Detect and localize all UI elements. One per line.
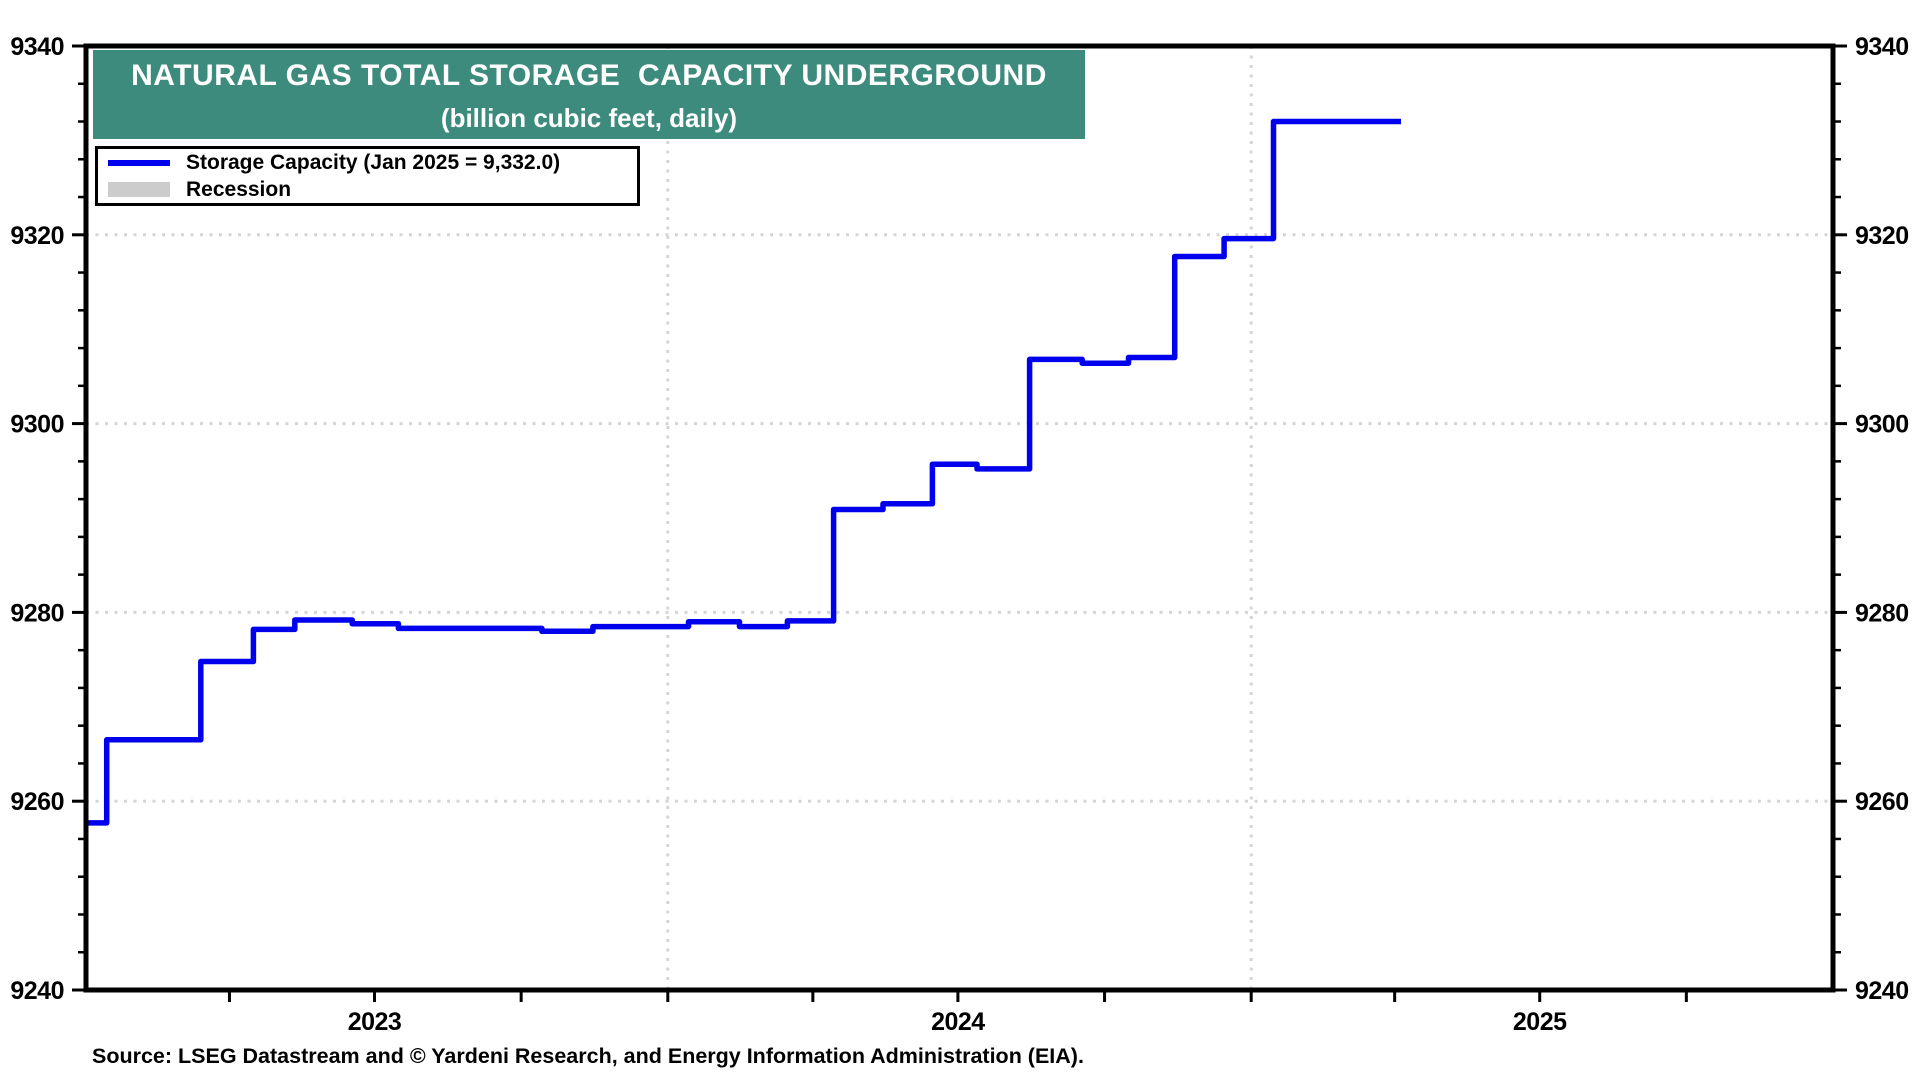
y-axis-label-left: 9280 <box>10 599 64 627</box>
legend-label-recession: Recession <box>186 177 292 201</box>
y-axis-label-right: 9340 <box>1855 33 1909 61</box>
storage-capacity-line-swatch <box>108 159 170 166</box>
y-axis-label-right: 9320 <box>1855 222 1909 250</box>
legend-swatch-wrap <box>108 159 178 166</box>
y-axis-label-right: 9240 <box>1855 977 1909 1005</box>
chart-title: NATURAL GAS TOTAL STORAGE CAPACITY UNDER… <box>131 58 1047 92</box>
y-axis-label-left: 9260 <box>10 788 64 816</box>
legend-item-recession: Recession <box>98 176 637 203</box>
plot-border <box>83 43 1836 993</box>
y-axis-label-right: 9260 <box>1855 788 1909 816</box>
x-axis-label-year: 2023 <box>348 1008 402 1036</box>
y-axis-label-right: 9300 <box>1855 411 1909 439</box>
y-axis-label-left: 9300 <box>10 411 64 439</box>
legend-item-storage-capacity: Storage Capacity (Jan 2025 = 9,332.0) <box>98 149 637 176</box>
y-axis-label-left: 9340 <box>10 33 64 61</box>
legend-box: Storage Capacity (Jan 2025 = 9,332.0) Re… <box>95 146 640 206</box>
chart-subtitle: (billion cubic feet, daily) <box>440 102 738 133</box>
y-axis-label-right: 9280 <box>1855 599 1909 627</box>
legend-swatch-wrap <box>108 182 178 197</box>
x-axis-label-year: 2024 <box>931 1008 985 1036</box>
recession-box-swatch <box>108 182 170 197</box>
chart-title-banner: NATURAL GAS TOTAL STORAGE CAPACITY UNDER… <box>93 50 1085 139</box>
source-attribution: Source: LSEG Datastream and © Yardeni Re… <box>92 1044 1084 1068</box>
storage-capacity-line <box>86 118 1401 826</box>
x-axis-label-year: 2025 <box>1513 1008 1567 1036</box>
legend-label-storage-capacity: Storage Capacity (Jan 2025 = 9,332.0) <box>186 150 561 174</box>
y-axis-label-left: 9240 <box>10 977 64 1005</box>
y-axis-label-left: 9320 <box>10 222 64 250</box>
